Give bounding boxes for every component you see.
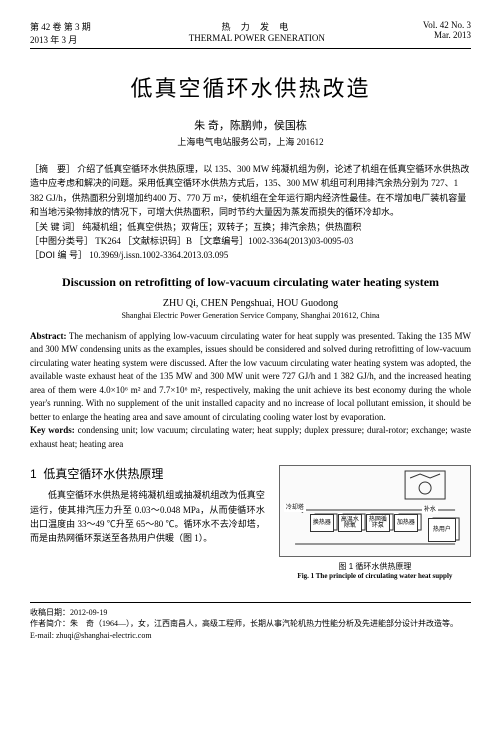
keywords-text: 纯凝机组；低真空供热；双背压；双转子；互换；排汽余热；供热面积 [82,222,361,232]
abstract-label: ［摘 要］ [30,164,75,174]
journal-header: 第 42 卷 第 3 期 2013 年 3 月 热 力 发 电 THERMAL … [30,20,471,49]
author-bio: 作者简介：朱 奇（1964—），女，江西南昌人，高级工程师，长期从事汽轮机热力性… [30,618,471,629]
email-line: E-mail: zhuqi@shanghai-electric.com [30,630,471,641]
header-right: Vol. 42 No. 3 Mar. 2013 [423,20,471,46]
date-cn: 2013 年 3 月 [30,33,91,46]
section-num: 1 [30,467,37,481]
figure-caption-en: Fig. 1 The principle of circulating wate… [279,572,471,580]
abstract-text: 介绍了低真空循环水供热原理，以 135、300 MW 纯凝机组为例，论述了机组在… [30,164,469,217]
footer-block: 收稿日期：2012-09-19 作者简介：朱 奇（1964—），女，江西南昌人，… [30,602,471,641]
header-left: 第 42 卷 第 3 期 2013 年 3 月 [30,20,91,46]
fig-box-1: 换热器 [310,514,334,532]
doi-label: ［DOI 编 号］ [30,250,87,260]
abstract-en-block: Abstract: The mechanism of applying low-… [30,330,471,452]
keywords-en-label: Key words: [30,425,75,435]
fig-box-2: 高温水除氧 [338,514,362,532]
fig-box-heat: 热用户 [428,518,456,542]
figure-svg [280,466,470,556]
abstract-cn-block: ［摘 要］ 介绍了低真空循环水供热原理，以 135、300 MW 纯凝机组为例，… [30,162,471,263]
figure-caption-cn: 图 1 循环水供热原理 [279,561,471,572]
vol-issue: 第 42 卷 第 3 期 [30,20,91,33]
keywords-en-text: condensing unit; low vacuum; circulating… [30,425,471,449]
authors-cn: 朱 奇，陈鹏帅，侯国栋 [30,117,471,133]
keywords-label: ［关 键 词］ [30,222,80,232]
clc-text: TK264 ［文献标识码］B ［文章编号］1002-3364(2013)03-0… [95,236,353,246]
section-1-body: 低真空循环水供热是将纯凝机组或抽凝机组改为低真空运行，使其排汽压力升至 0.03… [30,488,265,546]
article-title: 低真空循环水供热改造 [30,71,471,103]
section-heading: 低真空循环水供热原理 [43,467,163,481]
journal-title-cn: 热 力 发 电 [189,20,325,33]
vol-no-en: Vol. 42 No. 3 [423,20,471,30]
received-date: 收稿日期：2012-09-19 [30,607,471,618]
abstract-en-label: Abstract: [30,331,67,341]
affiliation-cn: 上海电气电站服务公司，上海 201612 [30,135,471,148]
right-column: 冷却塔 换热器 高温水除氧 热网循环泵 加热器 补水 热用户 图 1 循环水供热… [279,465,471,580]
doi-text: 10.3969/j.issn.1002-3364.2013.03.095 [89,250,228,260]
fig-box-4: 加热器 [394,514,418,532]
left-column: 1 低真空循环水供热原理 低真空循环水供热是将纯凝机组或抽凝机组改为低真空运行，… [30,465,265,580]
fig-label-arrow: 冷却塔 [284,504,306,512]
date-en: Mar. 2013 [423,30,471,40]
two-column-row: 1 低真空循环水供热原理 低真空循环水供热是将纯凝机组或抽凝机组改为低真空运行，… [30,465,471,580]
authors-en: ZHU Qi, CHEN Pengshuai, HOU Guodong [30,298,471,309]
fig-box-3: 热网循环泵 [366,514,390,532]
affiliation-en: Shanghai Electric Power Generation Servi… [30,311,471,320]
clc-label: ［中图分类号］ [30,236,93,246]
abstract-en-text: The mechanism of applying low-vacuum cir… [30,331,471,422]
article-title-en: Discussion on retrofitting of low-vacuum… [30,275,471,290]
figure-1: 冷却塔 换热器 高温水除氧 热网循环泵 加热器 补水 热用户 [279,465,471,557]
fig-box-5: 补水 [422,506,438,514]
header-center: 热 力 发 电 THERMAL POWER GENERATION [189,20,325,46]
journal-title-en: THERMAL POWER GENERATION [189,33,325,43]
section-1-title: 1 低真空循环水供热原理 [30,465,265,482]
